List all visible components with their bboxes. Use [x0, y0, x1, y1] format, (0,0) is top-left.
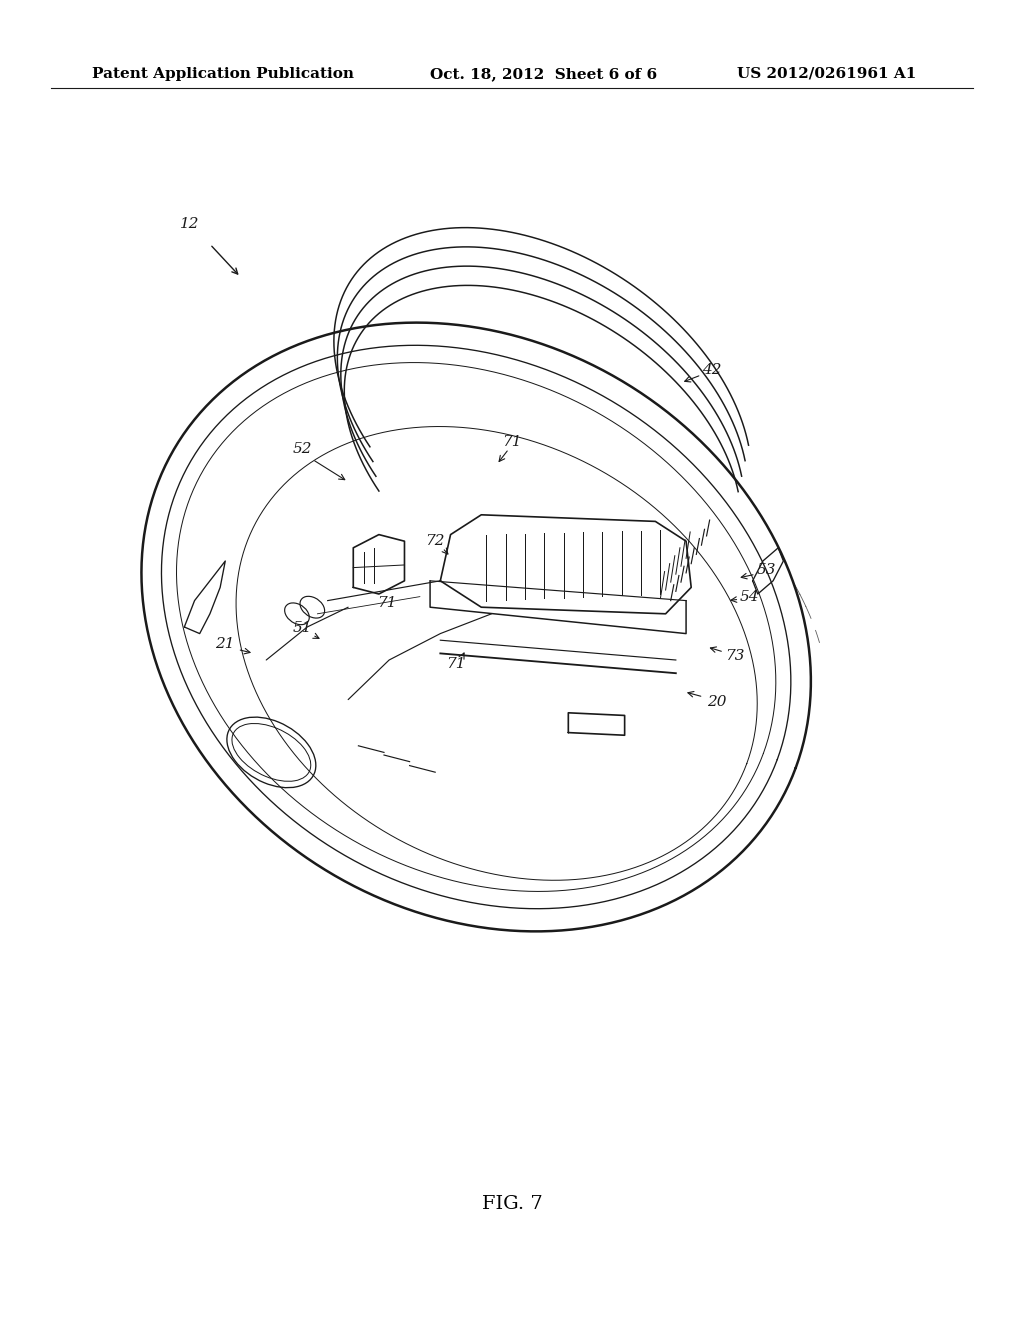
Text: Oct. 18, 2012  Sheet 6 of 6: Oct. 18, 2012 Sheet 6 of 6 [430, 67, 657, 81]
Text: 54: 54 [739, 590, 760, 603]
Text: 12: 12 [179, 218, 200, 231]
Text: 52: 52 [292, 442, 312, 455]
Text: 20: 20 [707, 696, 727, 709]
Text: 42: 42 [701, 363, 722, 376]
Text: 73: 73 [725, 649, 745, 663]
Text: 71: 71 [445, 657, 466, 671]
Text: 53: 53 [756, 564, 776, 577]
Text: FIG. 7: FIG. 7 [481, 1195, 543, 1213]
Text: Patent Application Publication: Patent Application Publication [92, 67, 354, 81]
Text: 72: 72 [425, 535, 445, 548]
Text: 51: 51 [292, 622, 312, 635]
Text: 71: 71 [377, 597, 397, 610]
Text: 71: 71 [502, 436, 522, 449]
Text: US 2012/0261961 A1: US 2012/0261961 A1 [737, 67, 916, 81]
Text: 21: 21 [215, 638, 236, 651]
